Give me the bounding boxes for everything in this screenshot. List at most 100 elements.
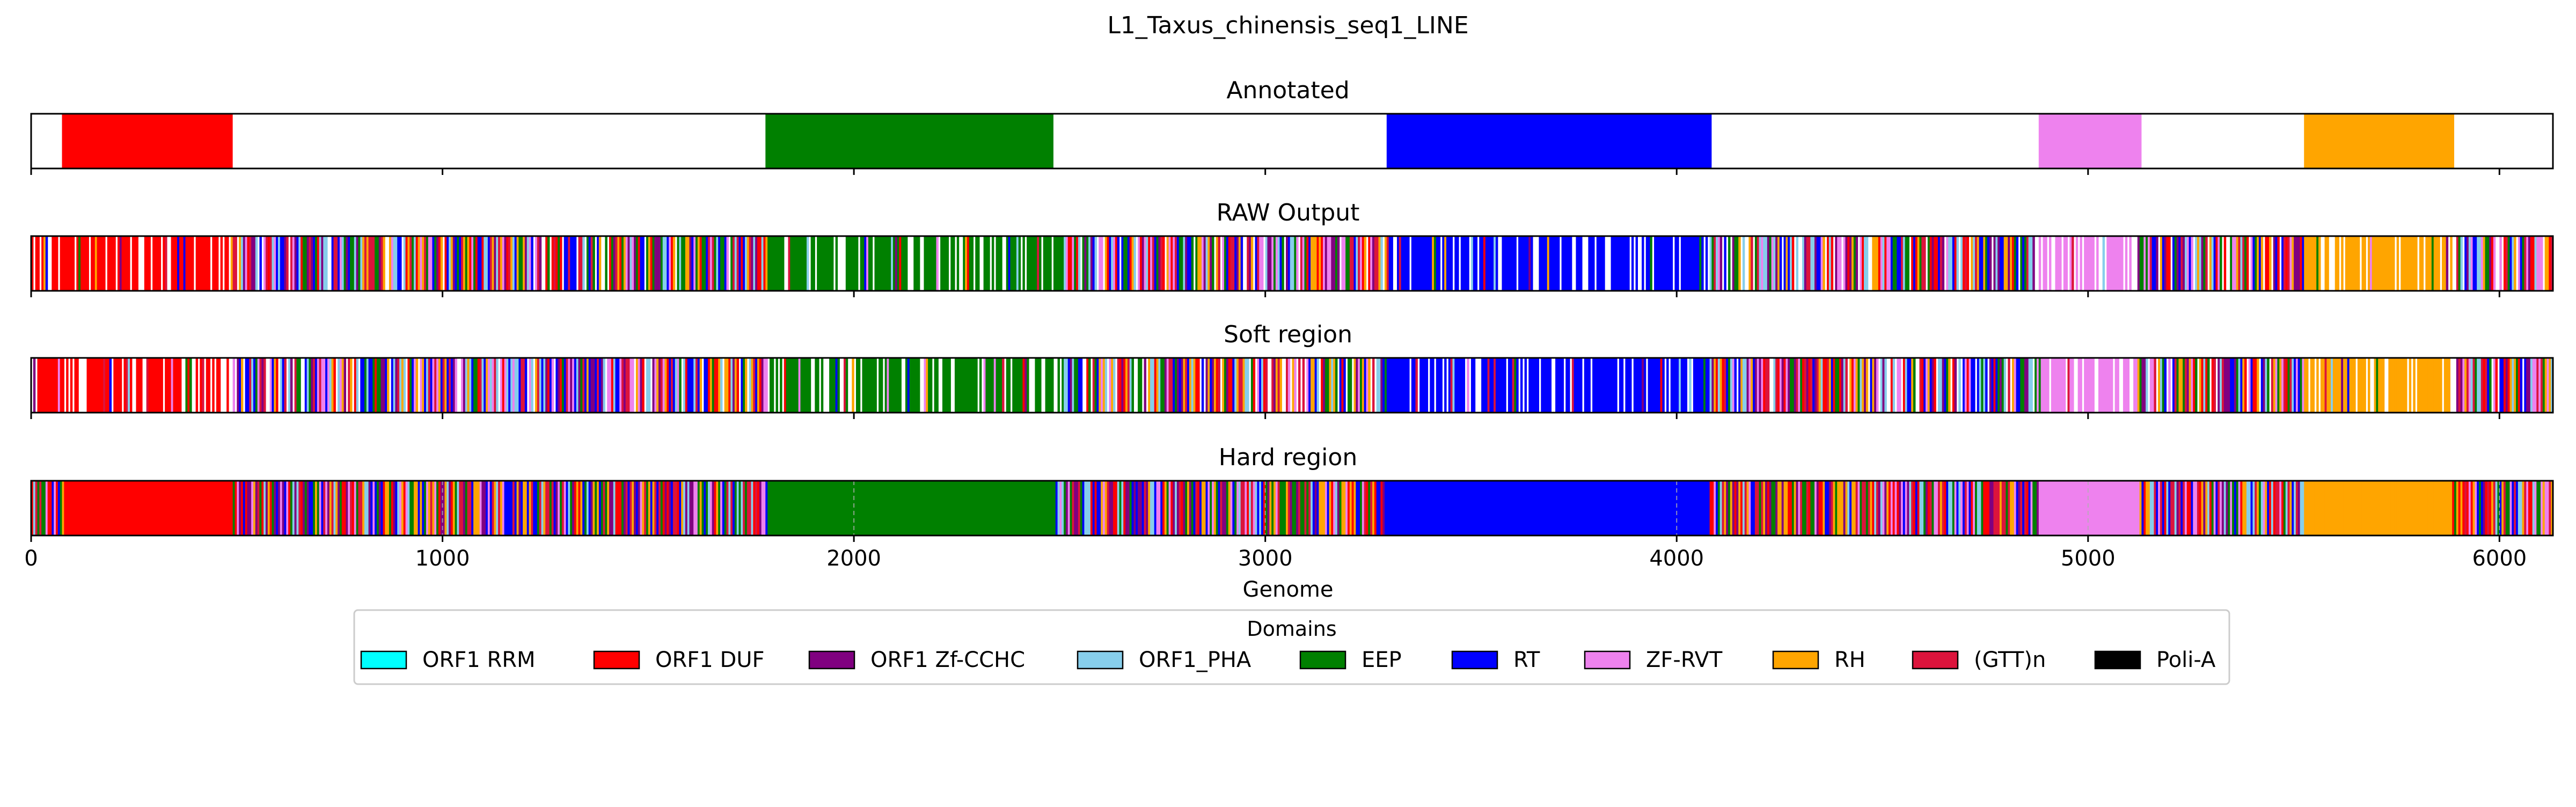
prediction-bin [1860,236,1862,291]
prediction-bin [707,481,711,535]
prediction-bin [2374,481,2376,535]
prediction-bin [2228,481,2230,535]
prediction-bin [1940,358,1943,413]
prediction-bin [203,236,207,291]
prediction-bin [123,481,126,535]
prediction-bin [1470,236,1474,291]
prediction-bin [1627,481,1630,535]
prediction-bin [240,236,244,291]
prediction-bin [461,236,464,291]
prediction-bin [592,236,595,291]
prediction-bin [788,236,791,291]
prediction-bin [424,236,427,291]
prediction-bin [2493,236,2496,291]
prediction-bin [821,236,824,291]
prediction-bin [588,236,591,291]
prediction-bin [664,358,667,413]
prediction-bin [2230,481,2233,535]
prediction-bin [2394,358,2397,413]
prediction-bin [635,481,639,535]
prediction-bin [1417,481,1420,535]
prediction-bin [1259,236,1262,291]
prediction-bin [1502,481,1504,535]
prediction-bin [1637,358,1640,413]
prediction-bin [1983,236,1986,291]
prediction-bin [521,481,523,535]
prediction-bin [103,358,106,413]
prediction-bin [2403,481,2405,535]
prediction-bin [1605,358,1607,413]
prediction-bin [1335,481,1338,535]
prediction-bin [399,481,402,535]
prediction-bin [2480,236,2484,291]
prediction-bin [1857,481,1860,535]
prediction-bin [1697,481,1700,535]
prediction-bin [683,236,686,291]
prediction-bin [1857,358,1860,413]
prediction-bin [2035,481,2037,535]
prediction-bin [1962,236,1965,291]
prediction-bin [755,358,758,413]
prediction-bin [1701,481,1704,535]
prediction-bin [2273,358,2276,413]
prediction-bin [1080,481,1083,535]
prediction-bin [350,481,353,535]
prediction-bin [1117,481,1120,535]
prediction-bin [1979,236,1982,291]
prediction-bin [2275,358,2278,413]
prediction-bin [189,358,192,413]
prediction-bin [1781,358,1784,413]
prediction-bin [1341,358,1344,413]
prediction-bin [566,481,568,535]
prediction-bin [1794,481,1797,535]
prediction-bin [574,236,577,291]
prediction-bin [1843,481,1846,535]
prediction-bin [43,236,46,291]
prediction-bin [1551,236,1554,291]
prediction-bin [558,481,560,535]
prediction-bin [1035,358,1037,413]
prediction-bin [566,236,568,291]
prediction-bin [1545,236,1548,291]
legend: Domains ORF1 RRM ORF1 DUF ORF1 Zf-CCHC ORF1… [353,609,2230,685]
prediction-bin [1995,358,1998,413]
prediction-bin [788,358,791,413]
prediction-bin [650,481,653,535]
prediction-bin [2351,481,2354,535]
prediction-bin [1378,236,1381,291]
prediction-bin [2063,481,2066,535]
prediction-bin [1997,481,2000,535]
prediction-bin [378,358,382,413]
prediction-bin [1590,236,1593,291]
prediction-bin [1878,481,1881,535]
prediction-bin [401,481,404,535]
prediction-bin [2442,481,2445,535]
prediction-bin [1524,236,1527,291]
prediction-bin [1047,481,1050,535]
prediction-bin [1298,358,1301,413]
prediction-bin [996,481,999,535]
prediction-bin [985,358,988,413]
prediction-bin [1349,236,1352,291]
prediction-bin [627,358,630,413]
prediction-bin [447,236,449,291]
prediction-bin [311,481,313,535]
prediction-bin [634,236,636,291]
prediction-bin [452,358,456,413]
prediction-bin [185,358,188,413]
prediction-bin [2551,236,2553,291]
prediction-bin [1016,236,1019,291]
prediction-bin [561,481,565,535]
prediction-bin [1568,358,1570,413]
prediction-bin [2376,358,2379,413]
prediction-bin [2509,481,2512,535]
prediction-bin [2435,481,2438,535]
prediction-bin [1119,358,1122,413]
prediction-bin [1874,236,1877,291]
prediction-bin [979,481,982,535]
prediction-bin [545,236,548,291]
prediction-bin [2260,236,2264,291]
prediction-bin [539,358,542,413]
prediction-bin [2271,481,2274,535]
prediction-bin [958,481,962,535]
